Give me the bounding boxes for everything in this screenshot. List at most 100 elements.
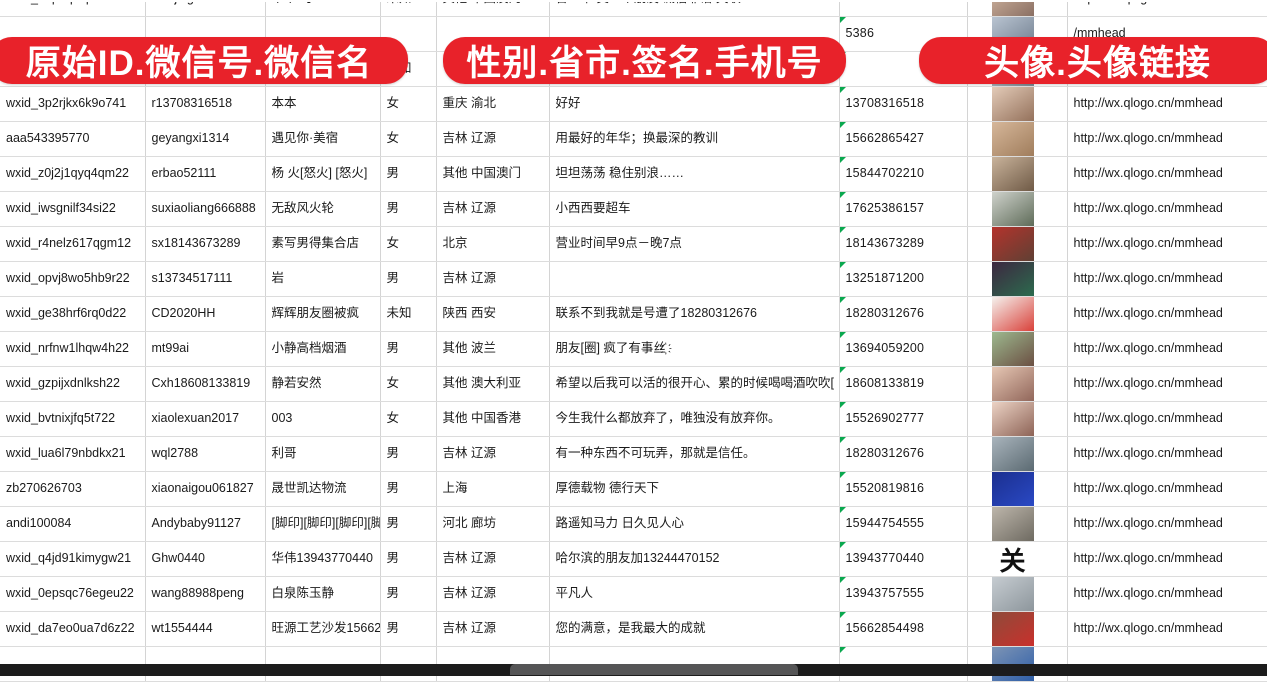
cell-wechat-name[interactable]: 本本	[265, 86, 381, 122]
cell-gender[interactable]: 男	[380, 611, 437, 647]
cell-wechat-name[interactable]: 晟世凯达物流	[265, 471, 381, 507]
cell-avatar-link[interactable]: http://wx.qlogo.cn/mmhead	[1067, 611, 1267, 647]
cell-phone[interactable]: 15520819816	[839, 471, 968, 507]
cell-gender[interactable]: 未知	[380, 296, 437, 332]
cell-avatar-link[interactable]: http://wx.qlogo.cn/mmhead	[1067, 296, 1267, 332]
cell-wechat-id[interactable]: xiaonaigou061827	[145, 471, 266, 507]
cell-avatar-link[interactable]: http://wx.qlogo.cn/mmhead	[1067, 471, 1267, 507]
cell-phone[interactable]: 18280312676	[839, 436, 968, 472]
cell-original-id[interactable]: wxid_da7eo0ua7d6z22	[0, 611, 146, 647]
cell-wechat-name[interactable]: 小静高档烟酒	[265, 331, 381, 367]
cell-avatar-link[interactable]: http://wx.qlogo.cn/mmhead	[1067, 436, 1267, 472]
cell-avatar-link[interactable]: http://wx.qlogo.cn/mmhead	[1067, 331, 1267, 367]
table-row[interactable]: andi100084Andybaby91127[脚印][脚印][脚印][脚印男河…	[0, 506, 1267, 542]
horizontal-scrollbar-thumb[interactable]	[510, 664, 798, 675]
table-row[interactable]: wxid_nrfnw1lhqw4h22 mt99ai 小静高档烟酒男其他 波兰 朋友[…	[0, 331, 1267, 367]
cell-wechat-id[interactable]: Cxh18608133819	[145, 366, 266, 402]
cell-original-id[interactable]: aaa543395770	[0, 121, 146, 157]
cell-region[interactable]: 上海	[436, 471, 550, 507]
cell-phone[interactable]: 18608133819	[839, 366, 968, 402]
cell-avatar[interactable]	[967, 261, 1068, 297]
cell-gender[interactable]: 男	[380, 541, 437, 577]
cell-phone[interactable]: 13708316518	[839, 86, 968, 122]
cell-signature[interactable]: 营业时间早9点－晚7点	[549, 226, 840, 262]
cell-region[interactable]: 重庆 渝北	[436, 86, 550, 122]
cell-region[interactable]: 吉林 辽源	[436, 121, 550, 157]
cell-phone[interactable]: 13251871200	[839, 261, 968, 297]
cell-avatar[interactable]	[967, 506, 1068, 542]
cell-wechat-id[interactable]: geyangxi1314	[145, 121, 266, 157]
cell-wechat-id[interactable]: mt99ai	[145, 331, 266, 367]
cell-avatar[interactable]	[967, 401, 1068, 437]
cell-wechat-name[interactable]: 无敌风火轮	[265, 191, 381, 227]
cell-original-id[interactable]: wxid_opvj8wo5hb9r22	[0, 261, 146, 297]
cell-signature[interactable]: 联系不到我就是号遭了18280312676	[549, 296, 840, 332]
table-row[interactable]: wxid_z0j2j1qyq4qm22 erbao52111 杨 火[怒火] [怒火…	[0, 156, 1267, 192]
cell-avatar[interactable]: 关	[967, 541, 1068, 577]
cell-original-id[interactable]: wxid_q4jd91kimygw21	[0, 541, 146, 577]
cell-original-id[interactable]: andi100084	[0, 506, 146, 542]
table-row[interactable]: wxid_gzpijxdnlksh22 Cxh18608133819 静若安然女其他…	[0, 366, 1267, 402]
cell-wechat-id[interactable]: wang88988peng	[145, 576, 266, 612]
cell-original-id[interactable]: wxid_iwsgnilf34si22	[0, 191, 146, 227]
table-row[interactable]: wxid_r4nelz617qgm12 sx18143673289 素写男得集合店女…	[0, 226, 1267, 262]
cell-region[interactable]: 其他 波兰	[436, 331, 550, 367]
cell-avatar-link[interactable]: http://wx.qlogo.cn/mmhead	[1067, 261, 1267, 297]
table-row[interactable]: wxid_3p2rjkx6k9o741 r13708316518 本本女重庆 渝北好…	[0, 86, 1267, 122]
cell-phone[interactable]: 18143673289	[839, 226, 968, 262]
cell-signature[interactable]: 朋友[圈] 疯了有事丝҉	[549, 331, 840, 367]
cell-avatar-link[interactable]: http://wx.qlogo.cn/mmhead	[1067, 541, 1267, 577]
table-row[interactable]: zb270626703 xiaonaigou061827 晟世凯达物流男上海 厚德载物…	[0, 471, 1267, 507]
cell-avatar[interactable]	[967, 611, 1068, 647]
cell-avatar-link[interactable]: http://wx.qlogo.cn/mmhead	[1067, 366, 1267, 402]
cell-gender[interactable]: 男	[380, 331, 437, 367]
cell-avatar[interactable]	[967, 576, 1068, 612]
cell-avatar[interactable]	[967, 296, 1068, 332]
table-row[interactable]: wxid_bvtnixjfq5t722 xiaolexuan2017 003 女其他 …	[0, 401, 1267, 437]
cell-original-id[interactable]: wxid_gzpijxdnlksh22	[0, 366, 146, 402]
cell-gender[interactable]: 男	[380, 191, 437, 227]
cell-signature[interactable]: 用最好的年华；换最深的教训	[549, 121, 840, 157]
cell-gender[interactable]: 男	[380, 261, 437, 297]
cell-avatar[interactable]	[967, 366, 1068, 402]
cell-avatar[interactable]	[967, 0, 1068, 17]
cell-region[interactable]: 北京	[436, 226, 550, 262]
cell-avatar[interactable]	[967, 156, 1068, 192]
cell-original-id[interactable]: wxid_bvtnixjfq5t722	[0, 401, 146, 437]
cell-gender[interactable]: 女	[380, 401, 437, 437]
cell-signature[interactable]: 您的满意，是我最大的成就	[549, 611, 840, 647]
cell-wechat-name[interactable]: 旺源工艺沙发15662854	[265, 611, 381, 647]
cell-signature[interactable]: 路遥知马力 日久见人心	[549, 506, 840, 542]
cell-avatar-link[interactable]: http://wx.qlogo.cn/mmhead	[1067, 0, 1267, 17]
cell-phone[interactable]: 15844702210	[839, 156, 968, 192]
cell-gender[interactable]: 男	[380, 436, 437, 472]
cell-wechat-name[interactable]: 利哥	[265, 436, 381, 472]
cell-wechat-id[interactable]: xiaojing600546	[145, 0, 266, 17]
table-row[interactable]: wxid_iwsgnilf34si22 suxiaoliang666888 无敌风火…	[0, 191, 1267, 227]
cell-avatar-link[interactable]: http://wx.qlogo.cn/mmhead	[1067, 191, 1267, 227]
cell-gender[interactable]: 男	[380, 471, 437, 507]
cell-signature[interactable]: 有一种东西不可玩弄，那就是信任。	[549, 436, 840, 472]
cell-gender[interactable]: 女	[380, 86, 437, 122]
cell-wechat-id[interactable]: r13708316518	[145, 86, 266, 122]
cell-wechat-id[interactable]: Ghw0440	[145, 541, 266, 577]
cell-avatar[interactable]	[967, 226, 1068, 262]
cell-signature[interactable]: 坦坦荡荡 稳住别浪……	[549, 156, 840, 192]
cell-wechat-id[interactable]: Andybaby91127	[145, 506, 266, 542]
cell-wechat-name[interactable]: 岩	[265, 261, 381, 297]
cell-phone[interactable]: 15944754555	[839, 506, 968, 542]
cell-gender[interactable]: 女	[380, 121, 437, 157]
cell-region[interactable]: 吉林 辽源	[436, 576, 550, 612]
cell-original-id[interactable]: wxid_lua6l79nbdkx21	[0, 436, 146, 472]
cell-gender[interactable]: 女	[380, 366, 437, 402]
cell-phone[interactable]: 15662854498	[839, 611, 968, 647]
cell-phone[interactable]: 18280312676	[839, 0, 968, 17]
cell-signature[interactable]: 哈尔滨的朋友加13244470152	[549, 541, 840, 577]
table-row[interactable]: wxid_lua6l79nbdkx21 wql2788 利哥男吉林 辽源 有一种东西不…	[0, 436, 1267, 472]
cell-wechat-name[interactable]: 003	[265, 401, 381, 437]
cell-avatar-link[interactable]: http://wx.qlogo.cn/mmhead	[1067, 121, 1267, 157]
cell-signature[interactable]: 小西西要超车	[549, 191, 840, 227]
cell-wechat-name[interactable]: 静若安然	[265, 366, 381, 402]
cell-avatar[interactable]	[967, 471, 1068, 507]
